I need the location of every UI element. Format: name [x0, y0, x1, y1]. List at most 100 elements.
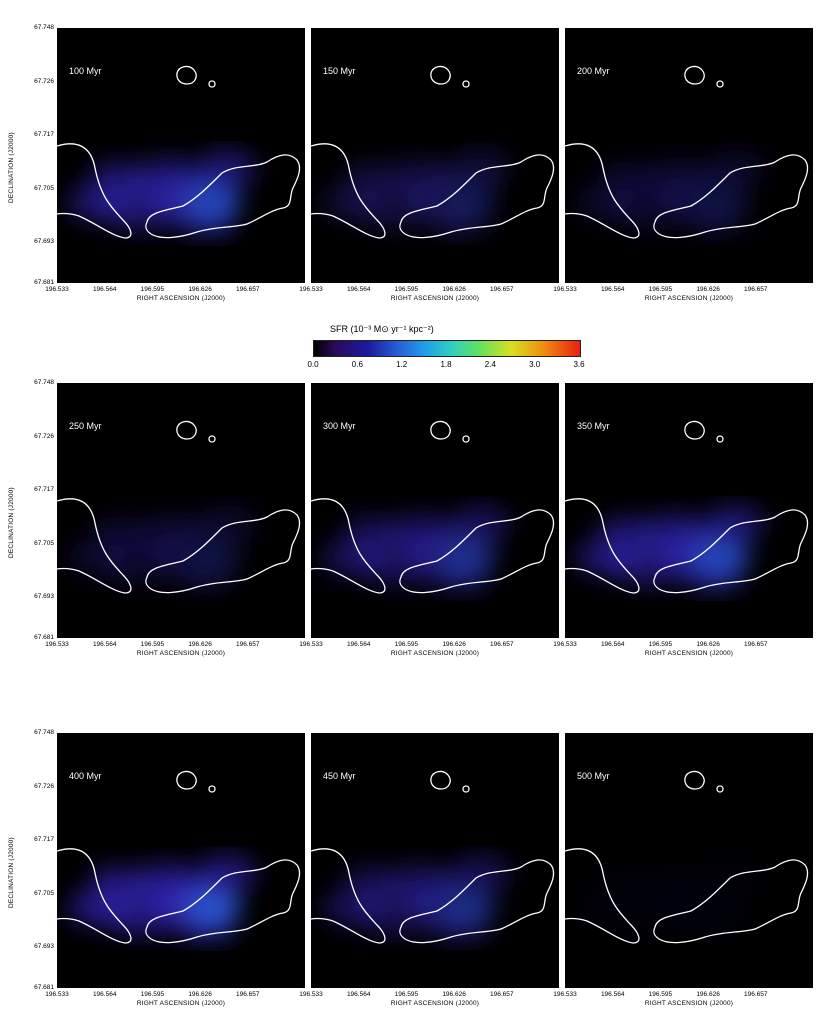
- x-tick-label: 196.564: [346, 991, 371, 998]
- x-axis-label: RIGHT ASCENSION (J2000): [136, 1000, 226, 1007]
- x-tick-label: 196.595: [140, 286, 165, 293]
- x-axis-label: RIGHT ASCENSION (J2000): [644, 650, 734, 657]
- x-tick-label: 196.626: [696, 286, 720, 293]
- panel-age-label: 300 Myr: [323, 421, 356, 431]
- y-tick-label: 67.681: [34, 634, 54, 641]
- y-tick-label: 67.717: [34, 836, 54, 844]
- y-tick-label: 67.693: [34, 238, 54, 246]
- x-tick-label: 196.595: [140, 991, 165, 998]
- x-tick-label: 196.626: [442, 641, 466, 648]
- x-tick-label: 196.564: [92, 286, 117, 293]
- panel-map: [311, 65, 555, 239]
- x-tick-label: 196.595: [648, 991, 673, 998]
- galaxy-contour: [565, 143, 640, 239]
- galaxy-contour: [57, 143, 132, 239]
- x-axis-label: RIGHT ASCENSION (J2000): [390, 295, 480, 302]
- sfr-map-panel: 400 Myr: [57, 733, 305, 988]
- x-tick-label: 196.564: [600, 641, 625, 648]
- x-axis-label: RIGHT ASCENSION (J2000): [136, 650, 226, 657]
- x-tick-label: 196.626: [442, 286, 466, 293]
- x-tick-label: 196.626: [188, 641, 212, 648]
- y-tick-label: 67.748: [34, 24, 54, 31]
- galaxy-contour: [311, 143, 386, 239]
- panel-age-label: 100 Myr: [69, 66, 102, 76]
- galaxy-contour: [311, 848, 386, 944]
- galaxy-contour: [399, 859, 555, 944]
- colorbar-tick-label: 1.8: [440, 360, 452, 369]
- galaxy-contour: [565, 848, 640, 944]
- galaxy-contour: [399, 154, 555, 239]
- galaxy-contour: [145, 859, 301, 944]
- panel-age-label: 250 Myr: [69, 421, 102, 431]
- x-tick-label: 196.626: [696, 991, 720, 998]
- y-tick-label: 67.726: [34, 432, 54, 440]
- x-tick-label: 196.595: [394, 641, 419, 648]
- x-tick-label: 196.564: [92, 641, 117, 648]
- y-axis-label: DECLINATION (J2000): [8, 487, 15, 558]
- galaxy-contour: [311, 498, 386, 594]
- sfr-map-panel: 100 Myr: [57, 28, 305, 283]
- x-tick-label: 196.657: [236, 991, 260, 998]
- y-tick-label: 67.726: [34, 782, 54, 790]
- sfr-map-panel: 450 Myr: [311, 733, 559, 988]
- x-tick-label: 196.626: [188, 286, 212, 293]
- galaxy-contour: [57, 848, 132, 944]
- sfr-map-panel: 500 Myr: [565, 733, 813, 988]
- y-tick-label: 67.748: [34, 379, 54, 386]
- y-tick-label: 67.717: [34, 486, 54, 494]
- y-tick-label: 67.726: [34, 77, 54, 85]
- y-tick-label: 67.693: [34, 593, 54, 601]
- galaxy-contour: [716, 435, 724, 443]
- x-axis-label: RIGHT ASCENSION (J2000): [390, 1000, 480, 1007]
- y-tick-label: 67.681: [34, 984, 54, 991]
- x-tick-label: 196.595: [394, 286, 419, 293]
- galaxy-contour: [208, 785, 216, 793]
- y-tick-label: 67.681: [34, 279, 54, 286]
- panel-map: [311, 770, 555, 944]
- y-tick-label: 67.705: [34, 539, 54, 547]
- galaxy-contour: [176, 770, 197, 790]
- galaxy-contour: [176, 420, 197, 440]
- galaxy-contour: [57, 498, 132, 594]
- panel-map: [565, 65, 809, 239]
- galaxy-contour: [430, 65, 451, 85]
- galaxy-contour: [716, 785, 724, 793]
- colorbar-tick-label: 2.4: [484, 360, 496, 369]
- panel-age-label: 500 Myr: [577, 771, 610, 781]
- panel-map: [565, 420, 809, 594]
- x-tick-label: 196.564: [600, 286, 625, 293]
- x-tick-label: 196.564: [92, 991, 117, 998]
- x-tick-label: 196.657: [744, 286, 768, 293]
- y-tick-label: 67.717: [34, 131, 54, 139]
- x-tick-label: 196.533: [299, 641, 323, 648]
- galaxy-contour: [208, 435, 216, 443]
- x-tick-label: 196.626: [188, 991, 212, 998]
- panel-row-3: [0, 0, 830, 310]
- galaxy-contour: [684, 65, 705, 85]
- x-tick-label: 196.564: [346, 286, 371, 293]
- x-tick-label: 196.533: [553, 286, 577, 293]
- x-tick-label: 196.533: [299, 991, 323, 998]
- colorbar-title: SFR (10⁻³ M⊙ yr⁻¹ kpc⁻²): [330, 324, 434, 334]
- x-tick-label: 196.533: [553, 991, 577, 998]
- x-axis-label: RIGHT ASCENSION (J2000): [390, 650, 480, 657]
- sfr-map-panel: 200 Myr: [565, 28, 813, 283]
- sfr-map-panel: 250 Myr: [57, 383, 305, 638]
- x-axis-label: RIGHT ASCENSION (J2000): [644, 295, 734, 302]
- x-tick-label: 196.595: [648, 286, 673, 293]
- galaxy-contour: [176, 65, 197, 85]
- x-tick-label: 196.657: [490, 641, 514, 648]
- panel-age-label: 400 Myr: [69, 771, 102, 781]
- x-tick-label: 196.595: [140, 641, 165, 648]
- galaxy-contour: [430, 770, 451, 790]
- colorbar-tick-label: 1.2: [396, 360, 408, 369]
- colorbar-tick-label: 0.6: [351, 360, 363, 369]
- x-tick-label: 196.564: [346, 641, 371, 648]
- galaxy-contour: [653, 859, 809, 944]
- panel-map: [311, 420, 555, 594]
- x-tick-label: 196.657: [744, 641, 768, 648]
- x-tick-label: 196.626: [442, 991, 466, 998]
- x-tick-label: 196.657: [490, 991, 514, 998]
- panel-age-label: 200 Myr: [577, 66, 610, 76]
- x-axis-label: RIGHT ASCENSION (J2000): [644, 1000, 734, 1007]
